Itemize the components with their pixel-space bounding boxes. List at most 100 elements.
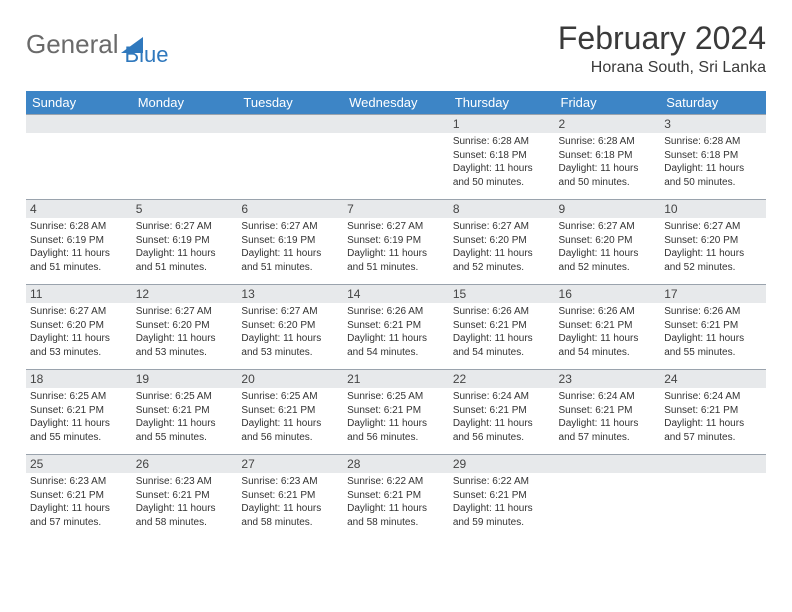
day-number: 29: [449, 455, 555, 473]
day-details: Sunrise: 6:24 AMSunset: 6:21 PMDaylight:…: [664, 390, 762, 444]
calendar-day-cell: 26Sunrise: 6:23 AMSunset: 6:21 PMDayligh…: [132, 455, 238, 540]
day-details: Sunrise: 6:28 AMSunset: 6:18 PMDaylight:…: [559, 135, 657, 189]
day-details: Sunrise: 6:28 AMSunset: 6:18 PMDaylight:…: [453, 135, 551, 189]
calendar-week-row: 11Sunrise: 6:27 AMSunset: 6:20 PMDayligh…: [26, 285, 766, 370]
location-label: Horana South, Sri Lanka: [558, 59, 766, 77]
day-number: 17: [660, 285, 766, 303]
day-details: Sunrise: 6:23 AMSunset: 6:21 PMDaylight:…: [241, 475, 339, 529]
calendar-day-cell: 5Sunrise: 6:27 AMSunset: 6:19 PMDaylight…: [132, 200, 238, 285]
weekday-header: Thursday: [449, 91, 555, 115]
day-details: Sunrise: 6:28 AMSunset: 6:19 PMDaylight:…: [30, 220, 128, 274]
calendar-day-cell: 3Sunrise: 6:28 AMSunset: 6:18 PMDaylight…: [660, 115, 766, 200]
day-number: [26, 115, 132, 133]
day-number: [343, 115, 449, 133]
day-details: Sunrise: 6:25 AMSunset: 6:21 PMDaylight:…: [241, 390, 339, 444]
day-details: Sunrise: 6:26 AMSunset: 6:21 PMDaylight:…: [559, 305, 657, 359]
calendar-day-cell: 29 Sunrise: 6:22 AMSunset: 6:21 PMDayligh…: [449, 455, 555, 540]
calendar-day-cell: 2Sunrise: 6:28 AMSunset: 6:18 PMDaylight…: [555, 115, 661, 200]
weekday-header: Wednesday: [343, 91, 449, 115]
calendar-day-cell: 28 Sunrise: 6:22 AMSunset: 6:21 PMDayligh…: [343, 455, 449, 540]
calendar-day-cell: 15 Sunrise: 6:26 AMSunset: 6:21 PMDayligh…: [449, 285, 555, 370]
calendar-day-cell: [132, 115, 238, 200]
day-details: Sunrise: 6:27 AMSunset: 6:20 PMDaylight:…: [136, 305, 234, 359]
calendar-day-cell: 17 Sunrise: 6:26 AMSunset: 6:21 PMDayligh…: [660, 285, 766, 370]
day-number: 21: [343, 370, 449, 388]
calendar-day-cell: 9 Sunrise: 6:27 AMSunset: 6:20 PMDaylight…: [555, 200, 661, 285]
day-number: 23: [555, 370, 661, 388]
day-details: Sunrise: 6:23 AMSunset: 6:21 PMDaylight:…: [30, 475, 128, 529]
weekday-header: Monday: [132, 91, 238, 115]
day-details: Sunrise: 6:22 AMSunset: 6:21 PMDaylight:…: [453, 475, 551, 529]
day-number: 11: [26, 285, 132, 303]
day-number: [237, 115, 343, 133]
day-number: 10: [660, 200, 766, 218]
calendar-day-cell: [555, 455, 661, 540]
calendar-week-row: 18Sunrise: 6:25 AMSunset: 6:21 PMDayligh…: [26, 370, 766, 455]
weekday-header: Tuesday: [237, 91, 343, 115]
weekday-header: Friday: [555, 91, 661, 115]
day-number: 13: [237, 285, 343, 303]
calendar-day-cell: [343, 115, 449, 200]
calendar-day-cell: 19 Sunrise: 6:25 AMSunset: 6:21 PMDayligh…: [132, 370, 238, 455]
calendar-body: 1Sunrise: 6:28 AMSunset: 6:18 PMDaylight…: [26, 115, 766, 540]
calendar-day-cell: 27 Sunrise: 6:23 AMSunset: 6:21 PMDayligh…: [237, 455, 343, 540]
calendar-day-cell: 1Sunrise: 6:28 AMSunset: 6:18 PMDaylight…: [449, 115, 555, 200]
calendar-day-cell: [660, 455, 766, 540]
day-details: Sunrise: 6:27 AMSunset: 6:20 PMDaylight:…: [241, 305, 339, 359]
day-details: Sunrise: 6:25 AMSunset: 6:21 PMDaylight:…: [136, 390, 234, 444]
day-details: Sunrise: 6:25 AMSunset: 6:21 PMDaylight:…: [347, 390, 445, 444]
day-number: 20: [237, 370, 343, 388]
day-details: Sunrise: 6:27 AMSunset: 6:19 PMDaylight:…: [241, 220, 339, 274]
day-number: 19: [132, 370, 238, 388]
calendar-day-cell: 16 Sunrise: 6:26 AMSunset: 6:21 PMDayligh…: [555, 285, 661, 370]
day-details: Sunrise: 6:23 AMSunset: 6:21 PMDaylight:…: [136, 475, 234, 529]
calendar-day-cell: 11Sunrise: 6:27 AMSunset: 6:20 PMDayligh…: [26, 285, 132, 370]
day-details: Sunrise: 6:22 AMSunset: 6:21 PMDaylight:…: [347, 475, 445, 529]
calendar-day-cell: [237, 115, 343, 200]
day-number: [132, 115, 238, 133]
calendar-day-cell: 25 Sunrise: 6:23 AMSunset: 6:21 PMDayligh…: [26, 455, 132, 540]
month-title: February 2024: [558, 20, 766, 57]
day-details: Sunrise: 6:24 AMSunset: 6:21 PMDaylight:…: [453, 390, 551, 444]
calendar-day-cell: 10 Sunrise: 6:27 AMSunset: 6:20 PMDayligh…: [660, 200, 766, 285]
day-details: Sunrise: 6:27 AMSunset: 6:20 PMDaylight:…: [664, 220, 762, 274]
day-number: 22: [449, 370, 555, 388]
calendar-day-cell: 22 Sunrise: 6:24 AMSunset: 6:21 PMDayligh…: [449, 370, 555, 455]
day-details: Sunrise: 6:26 AMSunset: 6:21 PMDaylight:…: [347, 305, 445, 359]
calendar-day-cell: [26, 115, 132, 200]
calendar-week-row: 1Sunrise: 6:28 AMSunset: 6:18 PMDaylight…: [26, 115, 766, 200]
calendar-week-row: 25Sunrise: 6:23 AMSunset: 6:21 PMDayligh…: [26, 455, 766, 540]
day-number: 5: [132, 200, 238, 218]
day-number: 7: [343, 200, 449, 218]
calendar-day-cell: 20 Sunrise: 6:25 AMSunset: 6:21 PMDayligh…: [237, 370, 343, 455]
day-details: Sunrise: 6:25 AMSunset: 6:21 PMDaylight:…: [30, 390, 128, 444]
day-details: Sunrise: 6:24 AMSunset: 6:21 PMDaylight:…: [559, 390, 657, 444]
day-number: 28: [343, 455, 449, 473]
day-number: 16: [555, 285, 661, 303]
calendar-day-cell: 12 Sunrise: 6:27 AMSunset: 6:20 PMDayligh…: [132, 285, 238, 370]
day-number: 9: [555, 200, 661, 218]
calendar-day-cell: 6Sunrise: 6:27 AMSunset: 6:19 PMDaylight…: [237, 200, 343, 285]
calendar-day-cell: 14 Sunrise: 6:26 AMSunset: 6:21 PMDayligh…: [343, 285, 449, 370]
page-header: General Blue February 2024 Horana South,…: [26, 20, 766, 77]
calendar-day-cell: 8Sunrise: 6:27 AMSunset: 6:20 PMDaylight…: [449, 200, 555, 285]
day-number: 12: [132, 285, 238, 303]
day-number: 27: [237, 455, 343, 473]
day-number: 8: [449, 200, 555, 218]
day-number: 25: [26, 455, 132, 473]
calendar-day-cell: 18Sunrise: 6:25 AMSunset: 6:21 PMDayligh…: [26, 370, 132, 455]
day-details: Sunrise: 6:27 AMSunset: 6:19 PMDaylight:…: [347, 220, 445, 274]
weekday-header: Saturday: [660, 91, 766, 115]
calendar-day-cell: 7 Sunrise: 6:27 AMSunset: 6:19 PMDaylight…: [343, 200, 449, 285]
calendar-day-cell: 24Sunrise: 6:24 AMSunset: 6:21 PMDayligh…: [660, 370, 766, 455]
day-details: Sunrise: 6:26 AMSunset: 6:21 PMDaylight:…: [664, 305, 762, 359]
day-details: Sunrise: 6:26 AMSunset: 6:21 PMDaylight:…: [453, 305, 551, 359]
logo-text-2: Blue: [125, 20, 169, 68]
day-details: Sunrise: 6:27 AMSunset: 6:20 PMDaylight:…: [559, 220, 657, 274]
logo-text-1: General: [26, 29, 119, 60]
calendar-table: SundayMondayTuesdayWednesdayThursdayFrid…: [26, 91, 766, 539]
day-number: 15: [449, 285, 555, 303]
day-number: 14: [343, 285, 449, 303]
title-block: February 2024 Horana South, Sri Lanka: [558, 20, 766, 77]
weekday-header: Sunday: [26, 91, 132, 115]
